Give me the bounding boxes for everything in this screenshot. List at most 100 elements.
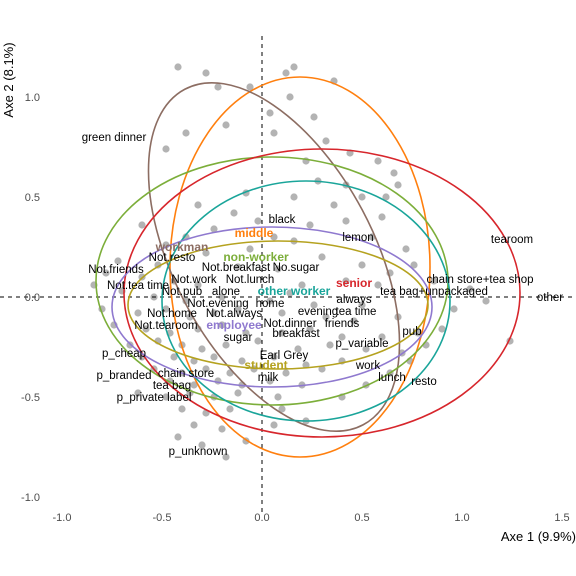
x-tick-label: 0.0	[254, 512, 269, 524]
individual-point	[278, 309, 286, 317]
individual-point	[242, 329, 250, 337]
ellipse-employee	[111, 226, 433, 388]
y-tick-label: -1.0	[21, 492, 40, 504]
individual-point	[226, 405, 234, 413]
ellipse-middle	[169, 76, 431, 458]
individual-point	[270, 129, 278, 137]
y-tick-label: 0.5	[25, 192, 40, 204]
individual-point	[202, 249, 210, 257]
individual-point	[214, 83, 222, 91]
group-label: other worker	[258, 284, 331, 298]
individual-point	[350, 317, 358, 325]
individual-point	[378, 333, 386, 341]
category-label: breakfast	[272, 328, 320, 340]
category-label: p_variable	[335, 338, 388, 350]
individual-point	[194, 281, 202, 289]
individual-point	[266, 297, 274, 305]
individual-point	[266, 377, 274, 385]
category-label: black	[269, 214, 296, 226]
y-tick-label: -0.5	[21, 392, 40, 404]
individual-point	[414, 329, 422, 337]
individual-point	[270, 233, 278, 241]
individual-point	[162, 305, 170, 313]
ellipse-workman	[147, 81, 401, 433]
individual-point	[278, 405, 286, 413]
individual-point	[138, 221, 146, 229]
individual-point	[482, 297, 490, 305]
confidence-ellipses	[95, 76, 521, 458]
individual-point	[410, 261, 418, 269]
individual-point	[382, 193, 390, 201]
category-label: always	[336, 294, 371, 306]
category-label: Not.work	[171, 274, 217, 286]
individual-point	[210, 309, 218, 317]
category-label: Not.friends	[88, 264, 144, 276]
individual-point	[218, 293, 226, 301]
category-label: home	[256, 298, 285, 310]
individual-point	[198, 345, 206, 353]
individual-point	[330, 201, 338, 209]
individual-point	[274, 393, 282, 401]
individual-point	[222, 453, 230, 461]
category-label: tea bag	[153, 380, 191, 392]
individual-point	[466, 285, 474, 293]
group-label: student	[244, 358, 287, 372]
individual-point	[438, 325, 446, 333]
individual-point	[234, 263, 242, 271]
individual-point	[374, 157, 382, 165]
individual-point	[162, 393, 170, 401]
individual-point	[394, 181, 402, 189]
individual-point	[306, 325, 314, 333]
individual-point	[318, 253, 326, 261]
individual-point	[266, 109, 274, 117]
category-label: chain store	[158, 368, 214, 380]
individual-point	[310, 113, 318, 121]
category-label: lunch	[378, 372, 406, 384]
category-label: tearoom	[491, 234, 533, 246]
x-tick-label: 1.0	[454, 512, 469, 524]
individual-point	[298, 281, 306, 289]
individual-point	[290, 63, 298, 71]
individual-point	[358, 301, 366, 309]
individual-point	[286, 289, 294, 297]
group-label: middle	[235, 226, 274, 240]
category-label: No.sugar	[273, 262, 320, 274]
individual-point	[290, 193, 298, 201]
individual-point	[286, 93, 294, 101]
individual-point	[218, 321, 226, 329]
individual-point	[162, 145, 170, 153]
individual-point	[310, 301, 318, 309]
supplementary-labels: middle workman non-worker senior other worke…	[155, 226, 373, 372]
category-label: evening	[298, 306, 338, 318]
individual-point	[338, 333, 346, 341]
individual-point	[142, 325, 150, 333]
category-label: p_cheap	[102, 348, 146, 360]
category-label: tea time	[336, 306, 377, 318]
individual-point	[254, 337, 262, 345]
individual-point	[342, 277, 350, 285]
category-label: sugar	[224, 332, 253, 344]
group-label: employee	[206, 318, 262, 332]
individual-point	[430, 277, 438, 285]
reference-lines	[0, 36, 576, 512]
individual-point	[182, 129, 190, 137]
individual-point	[234, 389, 242, 397]
individual-point	[450, 305, 458, 313]
individual-point	[194, 201, 202, 209]
y-tick-label: 1.0	[25, 92, 40, 104]
individual-point	[174, 433, 182, 441]
category-label: p_unknown	[169, 446, 228, 458]
individual-point	[234, 305, 242, 313]
category-label: Not.resto	[149, 252, 196, 264]
x-axis-ticks: -1.0 -0.5 0.0 0.5 1.0 1.5	[53, 512, 570, 524]
category-label: chain store+tea shop	[426, 274, 533, 286]
x-tick-label: 1.5	[554, 512, 569, 524]
category-labels: green dinner black tearoom lemon Not.resto No…	[82, 132, 564, 458]
category-label: work	[355, 360, 381, 372]
category-label: p_branded	[97, 370, 152, 382]
category-label: Not.home	[147, 308, 197, 320]
x-tick-label: -0.5	[153, 512, 172, 524]
x-tick-label: -1.0	[53, 512, 72, 524]
category-label: other	[537, 292, 563, 304]
category-label: Earl Grey	[260, 350, 309, 362]
